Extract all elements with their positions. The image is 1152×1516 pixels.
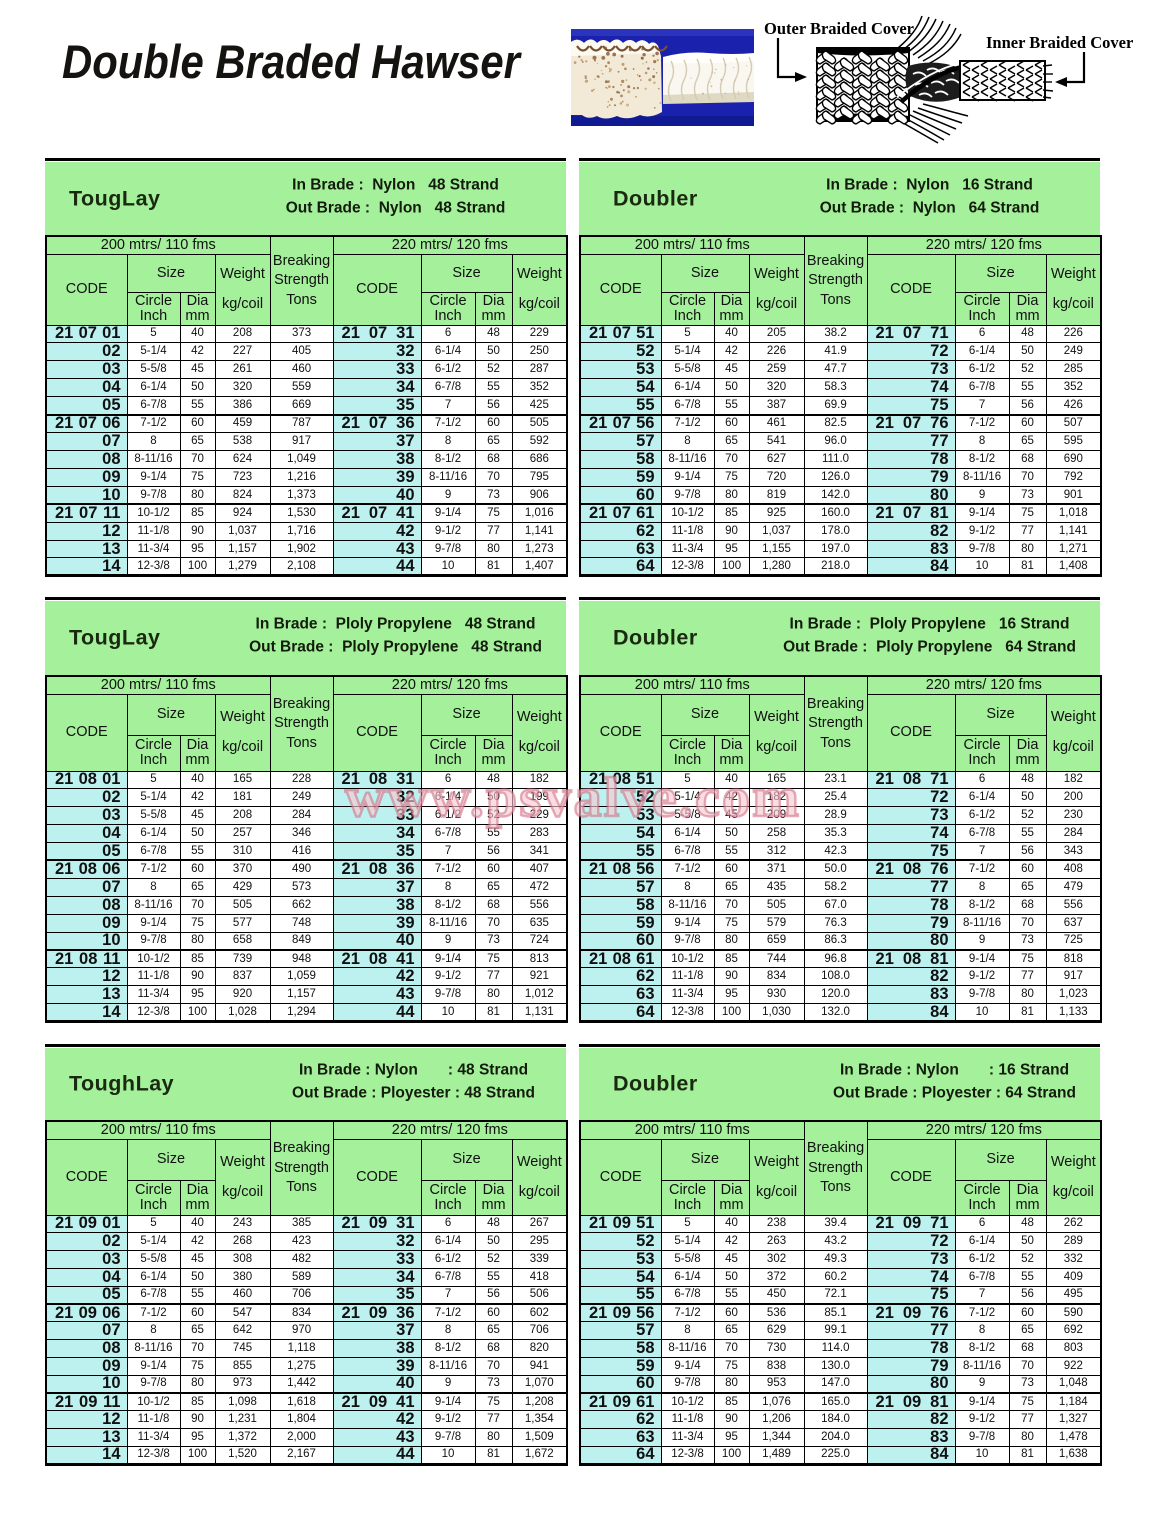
svg-text:Inner Braided Cover: Inner Braided Cover [986, 33, 1133, 52]
svg-text:Outer Braided Cover: Outer Braided Cover [764, 19, 914, 38]
